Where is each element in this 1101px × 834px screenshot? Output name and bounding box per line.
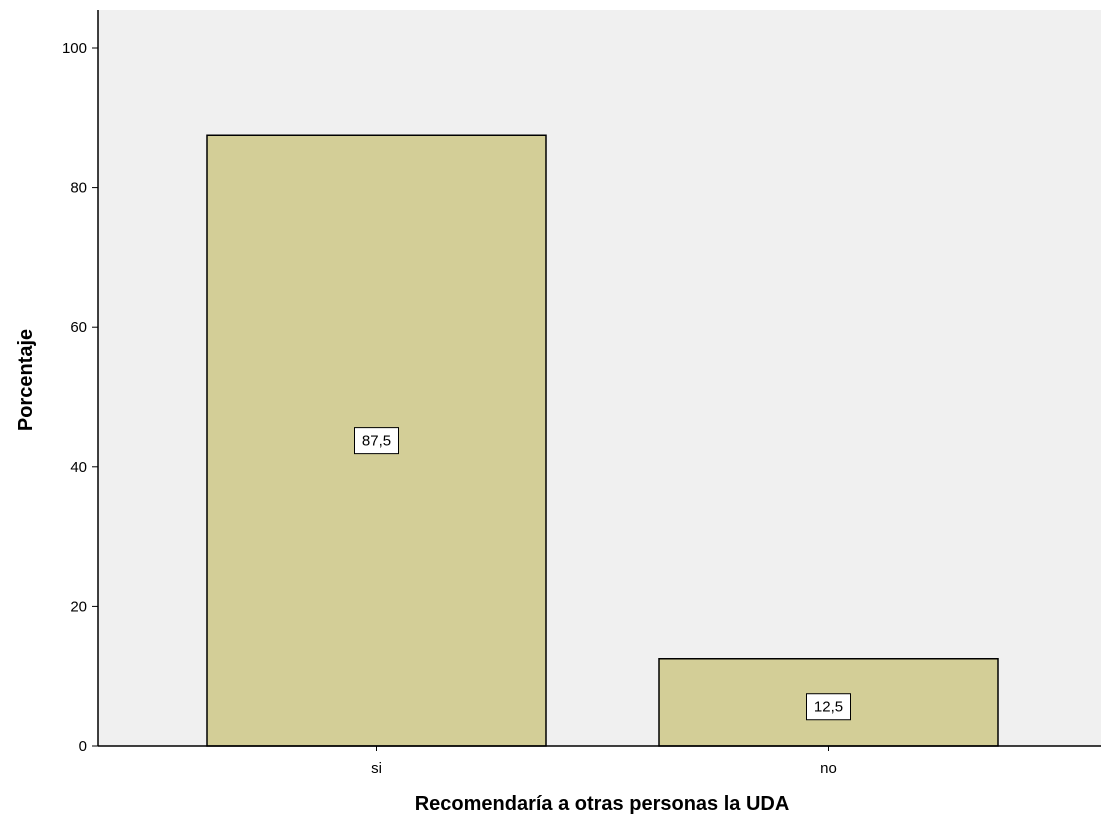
x-axis-title: Recomendaría a otras personas la UDA — [415, 793, 790, 815]
y-tick-label: 20 — [70, 598, 87, 615]
y-tick-label: 100 — [62, 40, 87, 57]
data-label-si: 87,5 — [362, 433, 391, 450]
x-tick-label-si: si — [371, 760, 382, 777]
y-tick-label: 40 — [70, 459, 87, 476]
y-tick-label: 80 — [70, 180, 87, 197]
x-tick-label-no: no — [820, 760, 837, 777]
x-axis: si no — [98, 745, 1101, 777]
data-label-box-no — [806, 693, 851, 721]
y-tick-label: 60 — [70, 319, 87, 336]
y-tick-label: 0 — [79, 738, 87, 755]
data-labels-layer: 87,5 12,5 — [354, 427, 851, 721]
y-axis: 0 20 40 60 80 100 — [62, 10, 99, 755]
y-axis-title: Porcentaje — [15, 329, 37, 431]
data-label-no: 12,5 — [814, 699, 843, 716]
data-label-box-si — [354, 427, 399, 455]
